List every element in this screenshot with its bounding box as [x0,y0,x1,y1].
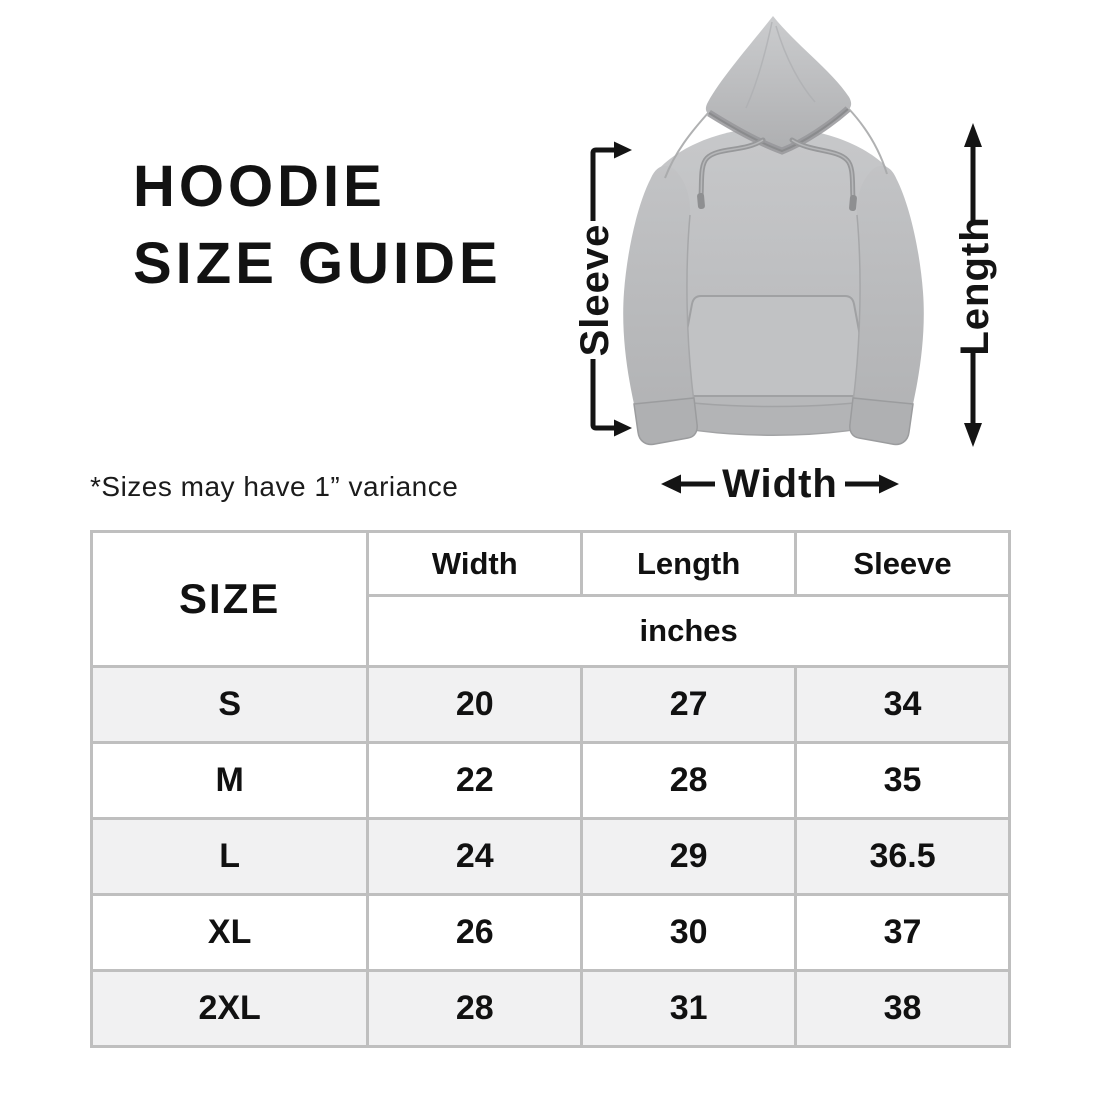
length-cell: 28 [580,741,798,820]
hood-fold-right [775,25,816,103]
sleeve-cell: 36.5 [794,817,1011,896]
length-cell: 31 [580,969,798,1048]
left-raglan-seam [664,111,710,179]
table-row-m: M 22 28 35 [89,741,1011,820]
left-drawcord-highlight [700,139,764,197]
sleeve-cell: 34 [794,665,1011,744]
width-cell: 24 [366,817,584,896]
size-cell: 2XL [89,969,370,1048]
left-sleeve [623,165,698,445]
table-header-row: SIZE Width Length Sleeve [89,530,1011,668]
size-cell: M [89,741,370,820]
page-title: HOODIE SIZE GUIDE [133,148,502,302]
page-title-line1: HOODIE [133,154,386,219]
size-column-header: SIZE [89,530,370,668]
length-cell: 30 [580,893,798,972]
sleeve-column-header: Sleeve [794,530,1011,597]
sleeve-arrowhead-top [614,141,632,159]
left-sleeve-seam [686,214,695,403]
width-label: Width [722,462,838,506]
right-raglan-seam [847,107,888,175]
length-cell: 29 [580,817,798,896]
hoodie-figure: Sleeve Length Width [573,16,997,506]
table-row-l: L 24 29 36.5 [89,817,1011,896]
right-sleeve-seam [852,214,861,403]
hood-fold-left [745,21,773,109]
hood-opening-edge [708,108,849,153]
width-cell: 26 [366,893,584,972]
hoodie-graphic [623,16,924,446]
width-column-header: Width [366,530,584,597]
length-arrowhead-top [964,123,982,147]
right-cuff [849,397,914,446]
sleeve-label: Sleeve [573,224,617,357]
width-cell: 22 [366,741,584,820]
kangaroo-pocket [675,295,871,397]
table-units-row: inches [92,594,1011,668]
hood [705,16,852,151]
sleeve-measure-line-top [590,147,615,221]
right-cord-aglet [849,194,857,212]
table-row-2xl: 2XL 28 31 38 [89,969,1011,1048]
width-arrowhead-right [879,474,899,494]
units-header: inches [366,594,1011,668]
size-cell: L [89,817,370,896]
size-cell: S [89,665,370,744]
table-row-xl: XL 26 30 37 [89,893,1011,972]
sleeve-cell: 37 [794,893,1011,972]
width-arrowhead-left [661,474,681,494]
width-cell: 28 [366,969,584,1048]
variance-note: *Sizes may have 1” variance [90,471,459,502]
page-title-line2: SIZE GUIDE [133,231,502,296]
left-cuff [633,397,698,446]
length-column-header: Length [580,530,798,597]
table-row-s: S 20 27 34 [89,665,1011,744]
left-cord-aglet [697,192,705,210]
right-drawcord-highlight [791,139,854,199]
sleeve-arrowhead-bottom [614,419,632,437]
size-table: SIZE Width Length Sleeve inches S 20 27 … [89,530,1011,1048]
sleeve-cell: 38 [794,969,1011,1048]
length-label: Length [953,216,997,355]
length-arrowhead-bottom [964,423,982,447]
right-sleeve [849,165,924,445]
width-cell: 20 [366,665,584,744]
sleeve-cell: 35 [794,741,1011,820]
length-cell: 27 [580,665,798,744]
size-cell: XL [89,893,370,972]
measurement-annotations: Sleeve Length Width [573,123,997,506]
sleeve-measure-line-bottom [590,359,615,431]
